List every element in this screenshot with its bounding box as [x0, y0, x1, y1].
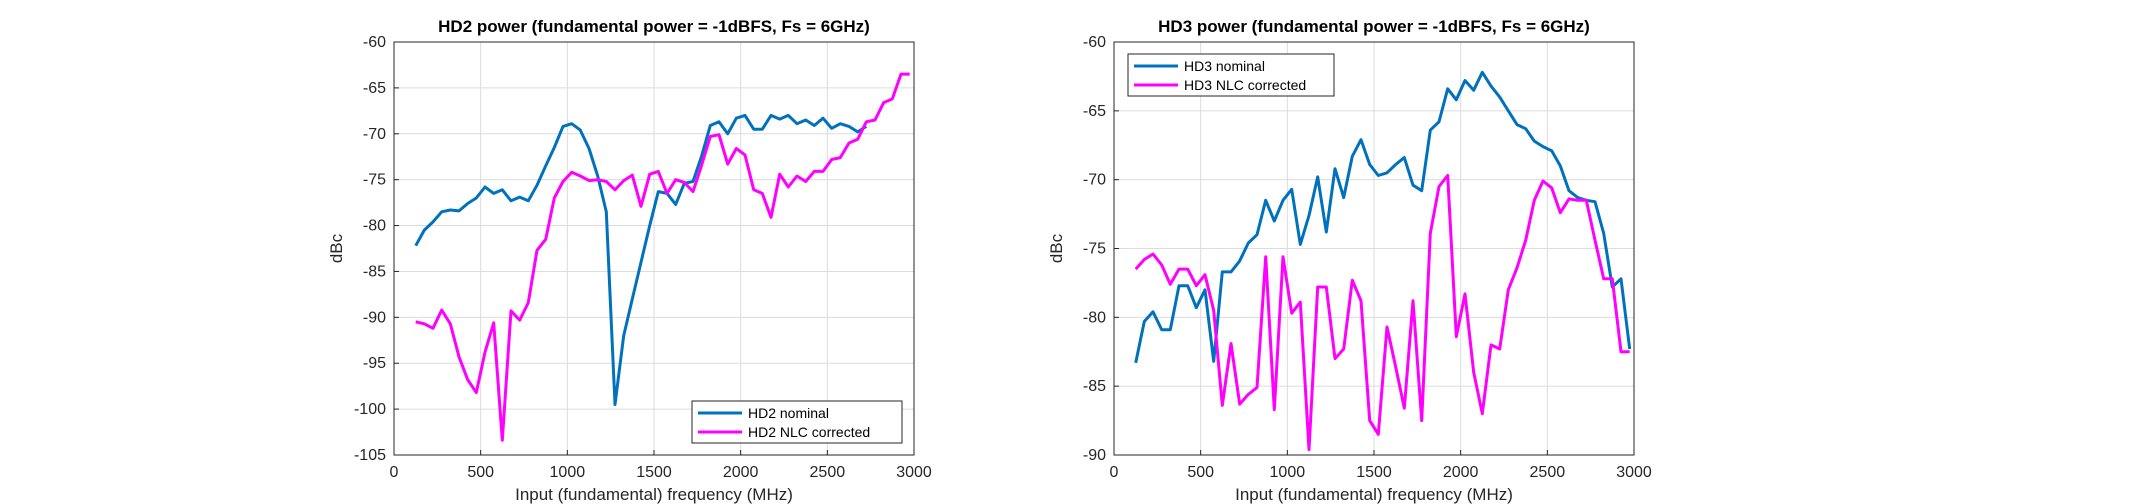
- y-tick-label: -70: [363, 126, 386, 143]
- hd3-tick-labels: 0 500 1000 1500 2000 2500 3000 -90 -85 -80 -75 -70 -…: [1083, 34, 1652, 481]
- x-tick-label: 0: [1110, 464, 1119, 481]
- y-tick-label: -100: [354, 401, 386, 418]
- y-tick-label: -105: [354, 447, 386, 464]
- hd2-legend-label-nlc: HD2 NLC corrected: [748, 424, 870, 440]
- y-tick-label: -85: [1083, 378, 1106, 395]
- x-tick-label: 1500: [636, 464, 672, 481]
- series-line-nominal: [1134, 70, 1632, 364]
- hd2-tick-labels: 0 500 1000 1500 2000 2500 3000 -105 -100 -95 -90 -8…: [354, 34, 932, 481]
- y-tick-label: -60: [363, 34, 386, 51]
- series-line-nlc-corrected: [1134, 174, 1630, 451]
- x-tick-label: 500: [1187, 464, 1214, 481]
- hd3-series-group: [1134, 70, 1632, 451]
- hd3-x-axis-label: Input (fundamental) frequency (MHz): [1235, 485, 1513, 504]
- hd2-legend-label-nominal: HD2 nominal: [748, 405, 829, 421]
- y-tick-label: -85: [363, 263, 386, 280]
- hd3-legend-label-nlc: HD3 NLC corrected: [1184, 77, 1306, 93]
- series-line-nominal: [414, 113, 868, 406]
- x-tick-label: 500: [467, 464, 494, 481]
- y-tick-label: -65: [1083, 103, 1106, 120]
- y-tick-label: -75: [1083, 241, 1106, 258]
- hd3-chart-panel: 0 500 1000 1500 2000 2500 3000 -90 -85 -80 -75 -70 -…: [1047, 17, 1652, 504]
- x-tick-label: 2000: [1443, 464, 1479, 481]
- y-tick-label: -90: [363, 309, 386, 326]
- hd3-legend-label-nominal: HD3 nominal: [1184, 58, 1265, 74]
- hd3-chart-title: HD3 power (fundamental power = -1dBFS, F…: [1158, 17, 1590, 36]
- hd3-legend-box: [1127, 53, 1335, 97]
- y-tick-label: -70: [1083, 172, 1106, 189]
- x-tick-label: 2500: [1530, 464, 1566, 481]
- y-tick-label: -60: [1083, 34, 1106, 51]
- hd3-y-axis-label: dBc: [1047, 233, 1066, 263]
- y-tick-label: -90: [1083, 447, 1106, 464]
- x-tick-label: 3000: [896, 464, 932, 481]
- hd2-x-axis-label: Input (fundamental) frequency (MHz): [515, 485, 793, 504]
- y-tick-label: -80: [363, 218, 386, 235]
- y-tick-label: -75: [363, 172, 386, 189]
- x-tick-label: 1000: [550, 464, 586, 481]
- x-tick-label: 1500: [1356, 464, 1392, 481]
- hd2-y-axis-label: dBc: [327, 233, 346, 263]
- hd2-legend-box: [691, 400, 903, 444]
- hd2-legend: HD2 nominal HD2 NLC corrected: [691, 400, 903, 444]
- y-tick-label: -80: [1083, 309, 1106, 326]
- hd2-chart-panel: 0 500 1000 1500 2000 2500 3000 -105 -100 -95 -90 -8…: [327, 17, 932, 504]
- x-tick-label: 1000: [1270, 464, 1306, 481]
- x-tick-label: 2500: [810, 464, 846, 481]
- y-tick-label: -65: [363, 80, 386, 97]
- y-tick-label: -95: [363, 355, 386, 372]
- x-tick-label: 3000: [1616, 464, 1652, 481]
- hd2-chart-title: HD2 power (fundamental power = -1dBFS, F…: [438, 17, 870, 36]
- hd3-legend: HD3 nominal HD3 NLC corrected: [1127, 53, 1335, 97]
- series-line-nlc-corrected: [415, 72, 910, 442]
- hd2-series-group: [414, 72, 910, 442]
- x-tick-label: 0: [390, 464, 399, 481]
- x-tick-label: 2000: [723, 464, 759, 481]
